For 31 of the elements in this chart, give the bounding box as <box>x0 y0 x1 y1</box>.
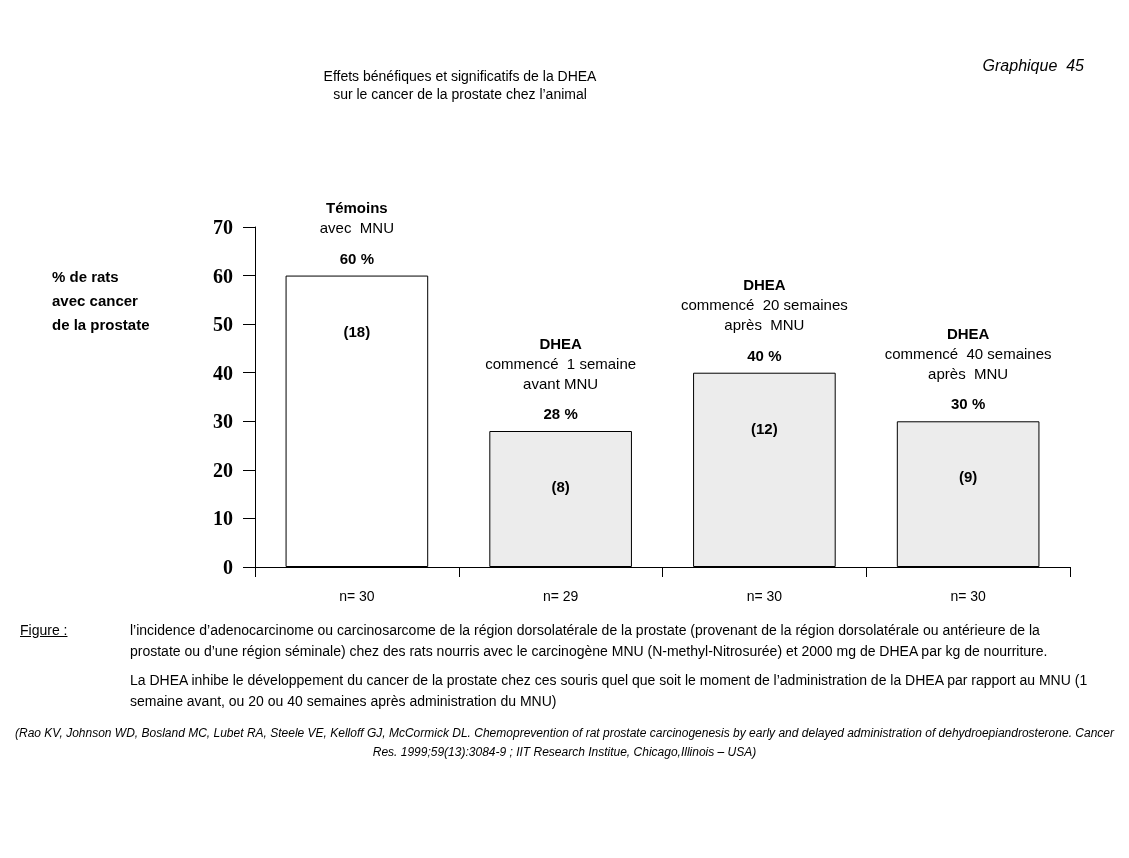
y-tick-label: 50 <box>213 313 233 336</box>
chart-subtitle: Graphique 45 <box>982 56 1085 74</box>
annotation: DHEA commencé 1 semaine avant MNU <box>485 334 637 392</box>
text: l’incidence d’adenocarcinome ou carcinosarcome de la région dorsolatérale de la prostate (provenant de la région dorsolatérale ou antérieure de la prostate ou d’une région séminale) chez des rats nourris avec le carcinogène MNU (N-methyl-Nitrosurée) et 2000 mg de DHEA par kg de nourriture. <box>130 621 1049 661</box>
text: La DHEA inhibe le développement du cancer de la prostate chez ces souris quel que soit le moment de l’administration de la DHEA par rapport au MNU (1 semaine avant, ou 20 ou 40 semaines après administration du MNU) <box>130 671 1089 711</box>
x-tick-label: n= 29 <box>542 588 579 604</box>
data-label: 28 % <box>543 405 578 422</box>
text: (Rao KV, Johnson WD, Bosland MC, Lubet RA, Steele VE, Kelloff GJ, McCormick DL. Chemoprevention of rat prostate carcinogenesis by early and delayed administration of dehydroepiandrosterone. Cancer Res. 1999;59(13):3084-9 ; IIT Research Institue, Chicago,Illinois – USA) <box>14 725 1116 761</box>
y-tick-label: 20 <box>213 458 233 481</box>
chart-title: Effets bénéfiques et significatifs de la DHEA sur le cancer de la prostate chez l’animal <box>323 68 598 102</box>
text: Figure : <box>20 622 68 638</box>
y-tick-label: 70 <box>213 216 233 238</box>
data-label: 30 % <box>951 395 986 413</box>
y-tick-label: 10 <box>213 507 233 530</box>
annotation: (18) <box>343 322 371 340</box>
data-label: 40 % <box>747 346 782 364</box>
y-tick-label: 40 <box>213 361 233 384</box>
x-tick-label: n= 30 <box>339 588 375 604</box>
y-tick-label: 60 <box>213 264 233 287</box>
annotation: DHEA commencé 40 semaines après MNU <box>884 324 1052 382</box>
data-label: 60 % <box>339 249 374 267</box>
y-axis-title: % de rats avec cancer de la prostate <box>52 267 150 333</box>
annotation: (9) <box>958 468 978 486</box>
y-tick-label: 30 <box>213 410 233 433</box>
x-tick-label: n= 30 <box>950 588 987 604</box>
annotation: Témoins avec MNU <box>319 199 394 237</box>
annotation: (12) <box>751 419 778 437</box>
y-tick-label: 0 <box>223 556 233 578</box>
annotation: DHEA commencé 20 semaines après MNU <box>681 276 848 334</box>
annotation: (8) <box>551 478 570 495</box>
x-tick-label: n= 30 <box>746 588 783 604</box>
